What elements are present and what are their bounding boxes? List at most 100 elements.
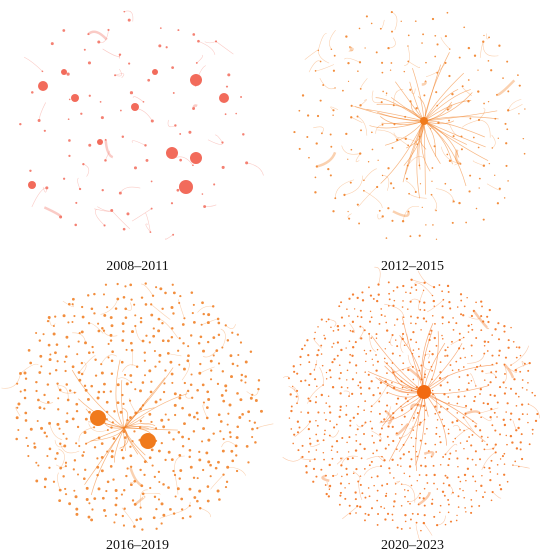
network-node bbox=[407, 489, 409, 492]
network-node bbox=[418, 164, 421, 167]
network-node bbox=[171, 66, 175, 69]
network-node bbox=[434, 322, 436, 325]
network-node bbox=[462, 347, 465, 350]
network-node bbox=[112, 437, 116, 440]
network-edge bbox=[115, 359, 125, 429]
network-edge bbox=[159, 513, 175, 519]
network-node bbox=[481, 440, 484, 442]
network-edge bbox=[371, 90, 382, 104]
network-node bbox=[251, 427, 254, 431]
network-node bbox=[338, 377, 341, 380]
network-node bbox=[93, 426, 96, 429]
network-node bbox=[329, 133, 332, 136]
network-node bbox=[452, 440, 454, 443]
network-edge bbox=[478, 107, 486, 121]
network-node bbox=[396, 397, 400, 400]
network-node bbox=[113, 521, 116, 524]
network-edge bbox=[117, 377, 132, 383]
network-node bbox=[106, 450, 109, 453]
network-node bbox=[448, 119, 450, 122]
network-node bbox=[81, 305, 84, 309]
network-node bbox=[221, 346, 224, 349]
network-node bbox=[356, 115, 359, 118]
network-node bbox=[331, 457, 334, 460]
network-node bbox=[527, 369, 530, 372]
network-node bbox=[410, 278, 413, 281]
network-node bbox=[423, 301, 426, 304]
network-node bbox=[102, 329, 106, 332]
network-node bbox=[172, 312, 175, 315]
network-node bbox=[160, 442, 163, 445]
network-edge bbox=[197, 305, 214, 313]
network-node bbox=[424, 373, 427, 376]
network-node bbox=[489, 471, 492, 473]
network-node bbox=[139, 320, 143, 324]
network-node bbox=[443, 393, 446, 396]
network-node bbox=[309, 460, 311, 462]
network-node bbox=[181, 516, 185, 520]
network-node bbox=[482, 320, 485, 323]
network-node bbox=[470, 314, 474, 318]
network-node bbox=[513, 378, 516, 381]
network-node bbox=[103, 508, 106, 512]
network-node bbox=[186, 359, 190, 363]
network-node bbox=[526, 389, 528, 391]
network-edge bbox=[151, 304, 171, 320]
network-node bbox=[59, 442, 62, 445]
network-node bbox=[359, 87, 362, 90]
network-node bbox=[354, 491, 357, 494]
network-node bbox=[518, 84, 521, 87]
network-node bbox=[150, 207, 153, 210]
network-node bbox=[404, 513, 407, 517]
network-node bbox=[494, 451, 497, 454]
network-hub-node bbox=[152, 69, 158, 75]
network-node bbox=[15, 416, 19, 420]
network-edge bbox=[341, 455, 358, 466]
network-node bbox=[167, 431, 171, 434]
network-hub-node bbox=[166, 147, 178, 159]
network-edge bbox=[131, 350, 134, 367]
network-edge bbox=[423, 64, 442, 122]
network-node bbox=[346, 457, 350, 461]
network-node bbox=[355, 440, 358, 442]
network-node bbox=[163, 382, 166, 385]
network-node bbox=[328, 484, 332, 488]
network-edge bbox=[400, 333, 404, 353]
network-node bbox=[400, 409, 404, 412]
network-node bbox=[386, 512, 390, 515]
network-node bbox=[470, 323, 473, 326]
network-edge bbox=[503, 363, 507, 383]
network-panel-2020-2023 bbox=[282, 266, 540, 542]
network-edge bbox=[309, 443, 321, 447]
network-node bbox=[62, 475, 65, 478]
network-node bbox=[512, 464, 514, 466]
network-node bbox=[410, 322, 412, 325]
network-node bbox=[377, 283, 380, 286]
network-node bbox=[172, 91, 175, 94]
network-node bbox=[66, 398, 70, 402]
network-node bbox=[401, 337, 404, 341]
network-node bbox=[93, 312, 96, 315]
network-node bbox=[114, 74, 117, 77]
network-node bbox=[224, 485, 228, 489]
network-node bbox=[434, 412, 437, 415]
network-node bbox=[534, 419, 538, 423]
network-node bbox=[503, 324, 506, 328]
network-node bbox=[375, 51, 378, 54]
network-node bbox=[356, 315, 359, 318]
network-node bbox=[474, 450, 477, 453]
network-node bbox=[416, 480, 418, 482]
network-node bbox=[402, 300, 404, 302]
network-node bbox=[129, 399, 132, 402]
network-node bbox=[524, 108, 526, 110]
network-node bbox=[503, 330, 506, 333]
network-node bbox=[419, 492, 421, 495]
network-edge bbox=[341, 145, 361, 155]
network-node bbox=[339, 371, 342, 375]
network-node bbox=[364, 496, 367, 499]
network-node bbox=[444, 182, 447, 185]
network-node bbox=[514, 392, 518, 395]
network-node bbox=[503, 423, 507, 427]
network-node bbox=[38, 406, 42, 410]
network-node bbox=[319, 99, 322, 102]
